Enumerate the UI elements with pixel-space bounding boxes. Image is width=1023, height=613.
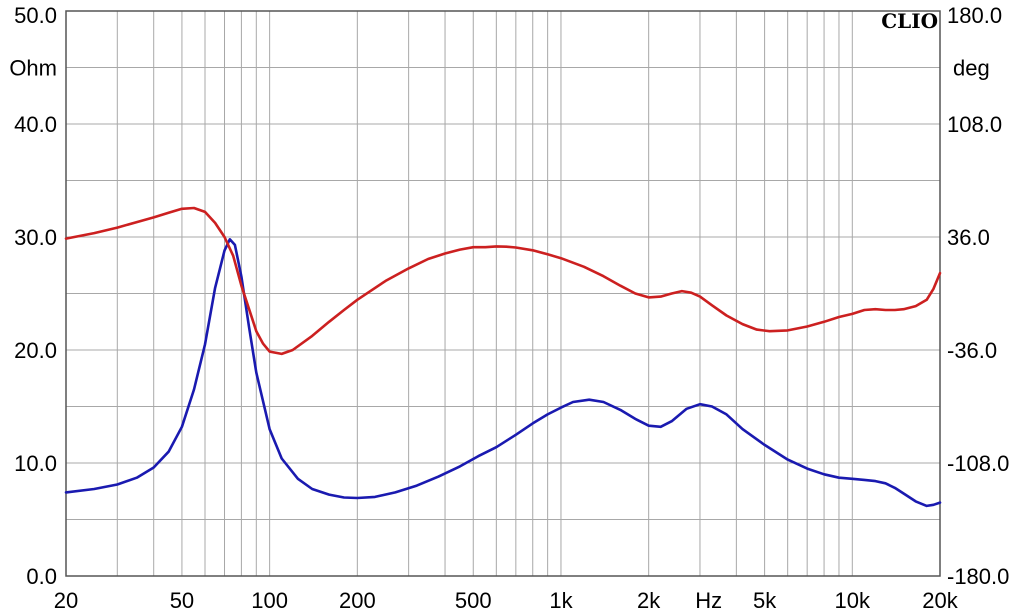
y-left-tick-label: 20.0: [14, 338, 57, 363]
x-tick-label: 20k: [922, 588, 958, 613]
x-tick-label: 500: [455, 588, 492, 613]
x-tick-label: 50: [170, 588, 194, 613]
y-right-tick-label: -180.0: [947, 564, 1009, 589]
x-tick-label: 5k: [753, 588, 777, 613]
x-unit-label: Hz: [695, 588, 722, 613]
y-right-tick-label: -36.0: [947, 338, 997, 363]
y-right-tick-label: -108.0: [947, 451, 1009, 476]
y-left-unit-label: Ohm: [9, 56, 57, 81]
x-tick-label: 10k: [835, 588, 871, 613]
x-tick-label: 200: [339, 588, 376, 613]
x-tick-label: 1k: [549, 588, 573, 613]
impedance-series-line: [64, 238, 942, 508]
chart-series: [64, 206, 942, 508]
plot-frame: [65, 10, 941, 577]
x-tick-label: 100: [251, 588, 288, 613]
y-right-unit-label: deg: [953, 56, 990, 81]
brand-label: CLIO: [881, 9, 938, 33]
chart-tick-labels: 50.0 40.0 30.0 20.0 10.0 0.0 Ohm 180.0 108.0 36.0…: [9, 3, 1009, 613]
y-left-tick-label: 50.0: [14, 3, 57, 28]
y-left-tick-label: 30.0: [14, 225, 57, 250]
y-right-tick-label: 108.0: [947, 112, 1002, 137]
chart-grid: [65, 10, 941, 577]
x-tick-label: 20: [54, 588, 78, 613]
y-right-tick-label: 180.0: [947, 3, 1002, 28]
y-left-tick-label: 40.0: [14, 112, 57, 137]
x-tick-label: 2k: [637, 588, 661, 613]
y-left-tick-label: 0.0: [26, 564, 57, 589]
y-right-tick-label: 36.0: [947, 225, 990, 250]
phase-series-line: [64, 206, 942, 356]
y-left-tick-label: 10.0: [14, 451, 57, 476]
